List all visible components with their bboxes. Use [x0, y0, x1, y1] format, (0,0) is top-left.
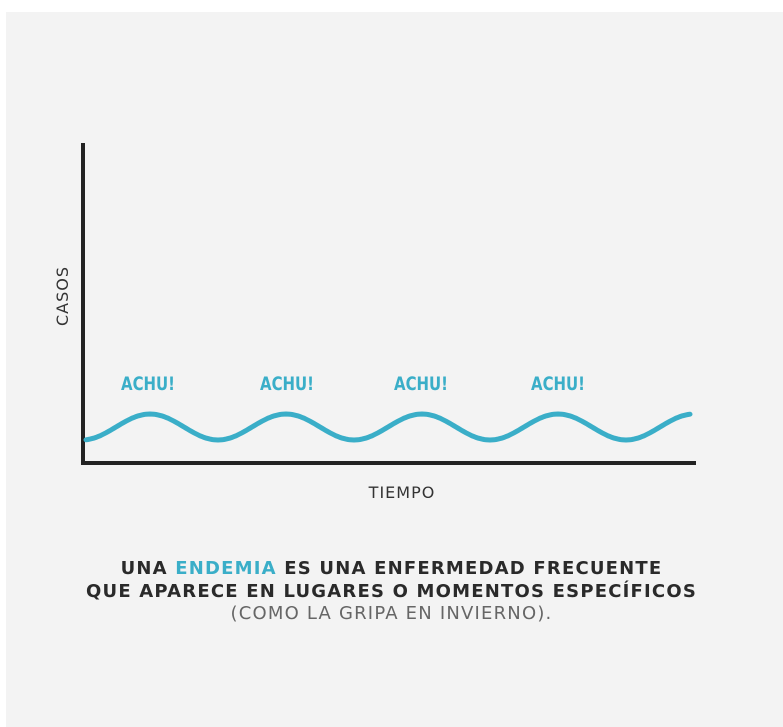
- annotation: ACHU!: [394, 373, 448, 395]
- caption-text: UNA: [120, 558, 168, 579]
- caption-line: QUE APARECE EN LUGARES O MOMENTOS ESPECÍ…: [86, 581, 697, 602]
- caption-line: (COMO LA GRIPA EN INVIERNO).: [230, 603, 553, 624]
- background: [6, 12, 783, 727]
- x-label: TIEMPO: [368, 483, 436, 502]
- wave: [83, 411, 693, 443]
- caption-line: UNA ENDEMIA ES UNA ENFERMEDAD FRECUENTE: [0, 558, 783, 579]
- annotation: ACHU!: [121, 373, 175, 395]
- caption-text: ES UNA ENFERMEDAD FRECUENTE: [284, 558, 663, 579]
- y-label: CASOS: [53, 266, 72, 326]
- annotation: ACHU!: [260, 373, 314, 395]
- annotation: ACHU!: [531, 373, 585, 395]
- caption-highlight: ENDEMIA: [175, 558, 277, 579]
